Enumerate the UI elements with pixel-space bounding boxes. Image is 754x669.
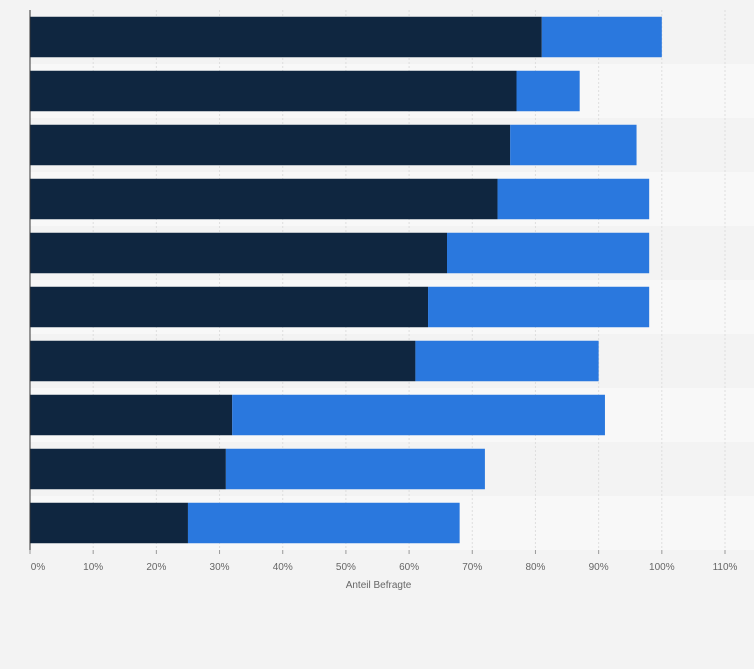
bar-series-2 [225,448,485,490]
x-tick-label: 110% [713,562,738,573]
bar-series-1 [30,16,542,58]
bar-series-1 [30,394,233,436]
x-tick-label: 100% [649,562,675,573]
bar-series-2 [541,16,662,58]
bar-series-2 [447,232,650,274]
x-axis-ticks: 0% 10% 20% 30% 40% 50% 60% 70% 80% 90% 100% 110% [29,550,738,573]
bar-series-2 [428,286,650,328]
bar-series-2 [516,70,580,112]
bar-series-1 [30,124,511,166]
x-tick-label: 70% [462,562,482,573]
bar-series-1 [30,286,429,328]
bar-series-1 [30,70,517,112]
x-tick-label: 40% [273,562,293,573]
bar-series-2 [510,124,637,166]
x-tick-label: 10% [83,562,103,573]
x-tick-label: 0% [31,562,46,573]
x-axis-title: Anteil Befragte [346,580,412,591]
bar-series-1 [30,502,188,544]
x-tick-label: 30% [210,562,230,573]
bar-series-2 [415,340,599,382]
bar-series-1 [30,178,498,220]
bar-series-1 [30,340,416,382]
bar-series-2 [497,178,650,220]
bar-series-2 [187,502,460,544]
x-tick-label: 90% [589,562,609,573]
x-tick-label: 20% [146,562,166,573]
bar-series-1 [30,448,226,490]
x-tick-label: 80% [525,562,545,573]
bars [30,16,662,544]
bar-series-1 [30,232,447,274]
x-tick-label: 50% [336,562,356,573]
bar-series-2 [232,394,605,436]
x-tick-label: 60% [399,562,419,573]
